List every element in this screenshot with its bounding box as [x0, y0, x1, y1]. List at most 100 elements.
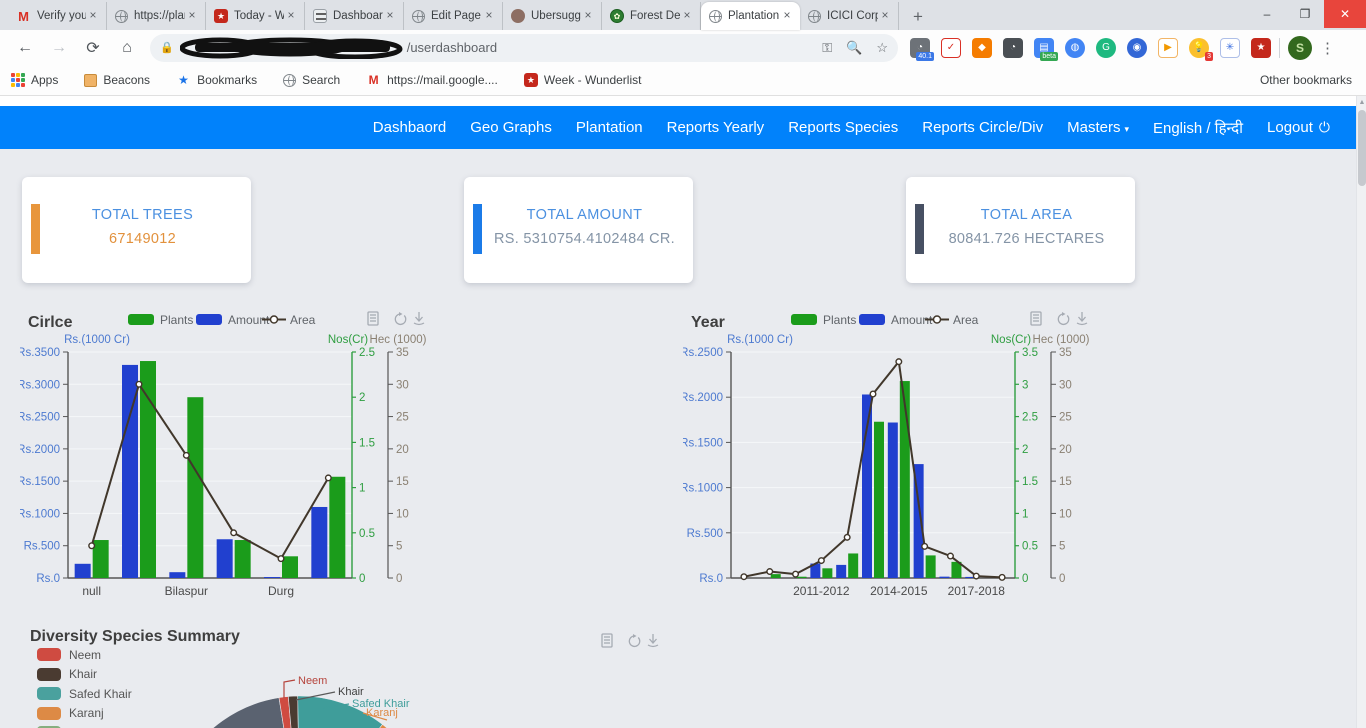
data-view-icon[interactable] [367, 311, 379, 326]
area-line-marker[interactable] [277, 555, 285, 563]
plants-bar[interactable] [874, 421, 884, 578]
plants-bar[interactable] [796, 576, 807, 578]
legend-item-area[interactable]: Area [925, 313, 979, 327]
area-line-marker[interactable] [946, 552, 954, 560]
legend-item-partial[interactable] [37, 723, 132, 728]
tab-close-icon[interactable]: × [386, 8, 394, 22]
blue-burst-icon[interactable]: ✳ [1220, 37, 1240, 58]
nav-item-logout[interactable]: Logout ⏻ [1267, 119, 1330, 136]
plants-bar[interactable] [187, 397, 204, 578]
reload-button[interactable]: ⟳ [86, 39, 100, 57]
nav-item-reports-species[interactable]: Reports Species [788, 119, 898, 136]
amount-bar[interactable] [216, 539, 233, 578]
bookmark-apps[interactable]: Apps [10, 72, 58, 88]
plants-bar[interactable] [282, 556, 298, 578]
area-line-marker[interactable] [88, 542, 96, 550]
amount-bar[interactable] [169, 572, 186, 578]
blue-globe-icon[interactable]: ◉ [1127, 37, 1147, 58]
plants-bar[interactable] [234, 540, 251, 578]
beta-icon[interactable]: ▤ beta [1034, 37, 1058, 61]
browser-menu-button[interactable]: ⋮ [1320, 39, 1335, 57]
legend-item-khair[interactable]: Khair [37, 665, 132, 685]
plants-bar[interactable] [770, 574, 781, 578]
area-line-marker[interactable] [998, 573, 1006, 581]
star-icon[interactable]: ☆ [876, 39, 888, 55]
wunderlist-book-icon[interactable]: ★ [1251, 37, 1271, 58]
orange-arrow-icon[interactable]: ▶ [1158, 37, 1178, 58]
legend-item-amount[interactable]: Amount [196, 313, 270, 327]
browser-tab-8[interactable]: Plantation M× [701, 2, 800, 30]
amount-bar[interactable] [939, 576, 950, 578]
amount-bar[interactable] [122, 364, 138, 578]
amount-bar[interactable] [810, 563, 821, 578]
profile-avatar[interactable]: S [1288, 35, 1312, 60]
lightbulb-icon[interactable]: 💡 3 [1189, 37, 1213, 61]
amount-bar[interactable] [836, 564, 847, 578]
close-button[interactable]: ✕ [1324, 0, 1366, 28]
browser-tab-4[interactable]: Dashboard× [305, 2, 404, 30]
home-button[interactable]: ⌂ [122, 38, 132, 56]
nav-item-reports-circle-div[interactable]: Reports Circle/Div [922, 119, 1043, 136]
area-line-marker[interactable] [869, 390, 877, 398]
back-button[interactable]: ← [17, 38, 33, 56]
bookmark-week-wunderlist[interactable]: ★ Week - Wunderlist [523, 73, 641, 87]
nav-item-dashbaord[interactable]: Dashbaord [373, 119, 446, 136]
browser-tab-5[interactable]: Edit Page ‹ T× [404, 2, 503, 30]
area-line-marker[interactable] [921, 542, 929, 550]
bookmark-search[interactable]: Search [283, 73, 340, 87]
browser-tab-3[interactable]: ★ Today - Wu× [206, 2, 305, 30]
tab-close-icon[interactable]: × [881, 8, 889, 22]
amount-bar[interactable] [862, 394, 872, 578]
plants-bar[interactable] [899, 381, 910, 578]
legend-item-karanj[interactable]: Karanj [37, 704, 132, 724]
legend-item-neem[interactable]: Neem [37, 645, 132, 665]
amount-bar[interactable] [264, 577, 280, 578]
browser-tab-7[interactable]: ✿ Forest Depa× [602, 2, 701, 30]
nav-item-masters[interactable]: Masters ▾ [1067, 119, 1129, 136]
grammarly-icon[interactable]: G [1096, 37, 1116, 58]
nav-item-geo-graphs[interactable]: Geo Graphs [470, 119, 552, 136]
legend-item-plants[interactable]: Plants [791, 313, 856, 327]
tab-close-icon[interactable]: × [783, 8, 791, 22]
area-line-marker[interactable] [843, 533, 851, 541]
data-view-icon[interactable] [601, 633, 613, 648]
minimize-button[interactable]: – [1263, 7, 1271, 21]
blue-circle-icon[interactable]: ◍ [1065, 37, 1085, 58]
zoom-out-icon[interactable]: 🔍 [846, 39, 863, 55]
plants-bar[interactable] [92, 540, 109, 578]
download-icon[interactable] [647, 634, 659, 648]
orange-shield-icon[interactable]: ◆ [972, 37, 992, 58]
area-line-marker[interactable] [230, 529, 238, 537]
download-icon[interactable] [413, 312, 425, 326]
bookmark-beacons[interactable]: Beacons [84, 73, 150, 87]
amount-bar[interactable] [913, 464, 924, 578]
area-line-marker[interactable] [740, 573, 748, 581]
area-line-marker[interactable] [972, 572, 980, 580]
plants-bar[interactable] [140, 361, 156, 578]
other-bookmarks[interactable]: Other bookmarks [1259, 73, 1352, 87]
nav-item-reports-yearly[interactable]: Reports Yearly [667, 119, 765, 136]
refresh-icon[interactable] [1057, 312, 1070, 326]
browser-tab-1[interactable]: M Verify your e× [8, 2, 107, 30]
browser-tab-9[interactable]: ICICI Corpor× [800, 2, 899, 30]
refresh-icon[interactable] [628, 634, 641, 648]
page-scrollbar[interactable]: ▲ [1356, 96, 1366, 728]
tab-close-icon[interactable]: × [89, 8, 97, 22]
plants-bar[interactable] [848, 553, 859, 578]
area-line-marker[interactable] [324, 474, 332, 482]
speed-gauge-icon[interactable]: ◔ 40.1 [910, 37, 934, 61]
plants-bar[interactable] [925, 555, 936, 578]
legend-item-safed-khair[interactable]: Safed Khair [37, 684, 132, 704]
restore-button[interactable]: ❐ [1299, 7, 1311, 21]
area-line-marker[interactable] [895, 358, 903, 366]
tab-close-icon[interactable]: × [584, 8, 592, 22]
area-line-marker[interactable] [182, 451, 190, 459]
plants-bar[interactable] [822, 568, 833, 578]
legend-item-amount[interactable]: Amount [859, 313, 933, 327]
tab-close-icon[interactable]: × [287, 8, 295, 22]
scrollbar-thumb[interactable] [1358, 110, 1366, 186]
scrollbar-up-arrow[interactable]: ▲ [1358, 99, 1366, 106]
new-tab-button[interactable]: + [913, 7, 923, 26]
mcafee-shield-icon[interactable]: ✓ [941, 37, 961, 58]
